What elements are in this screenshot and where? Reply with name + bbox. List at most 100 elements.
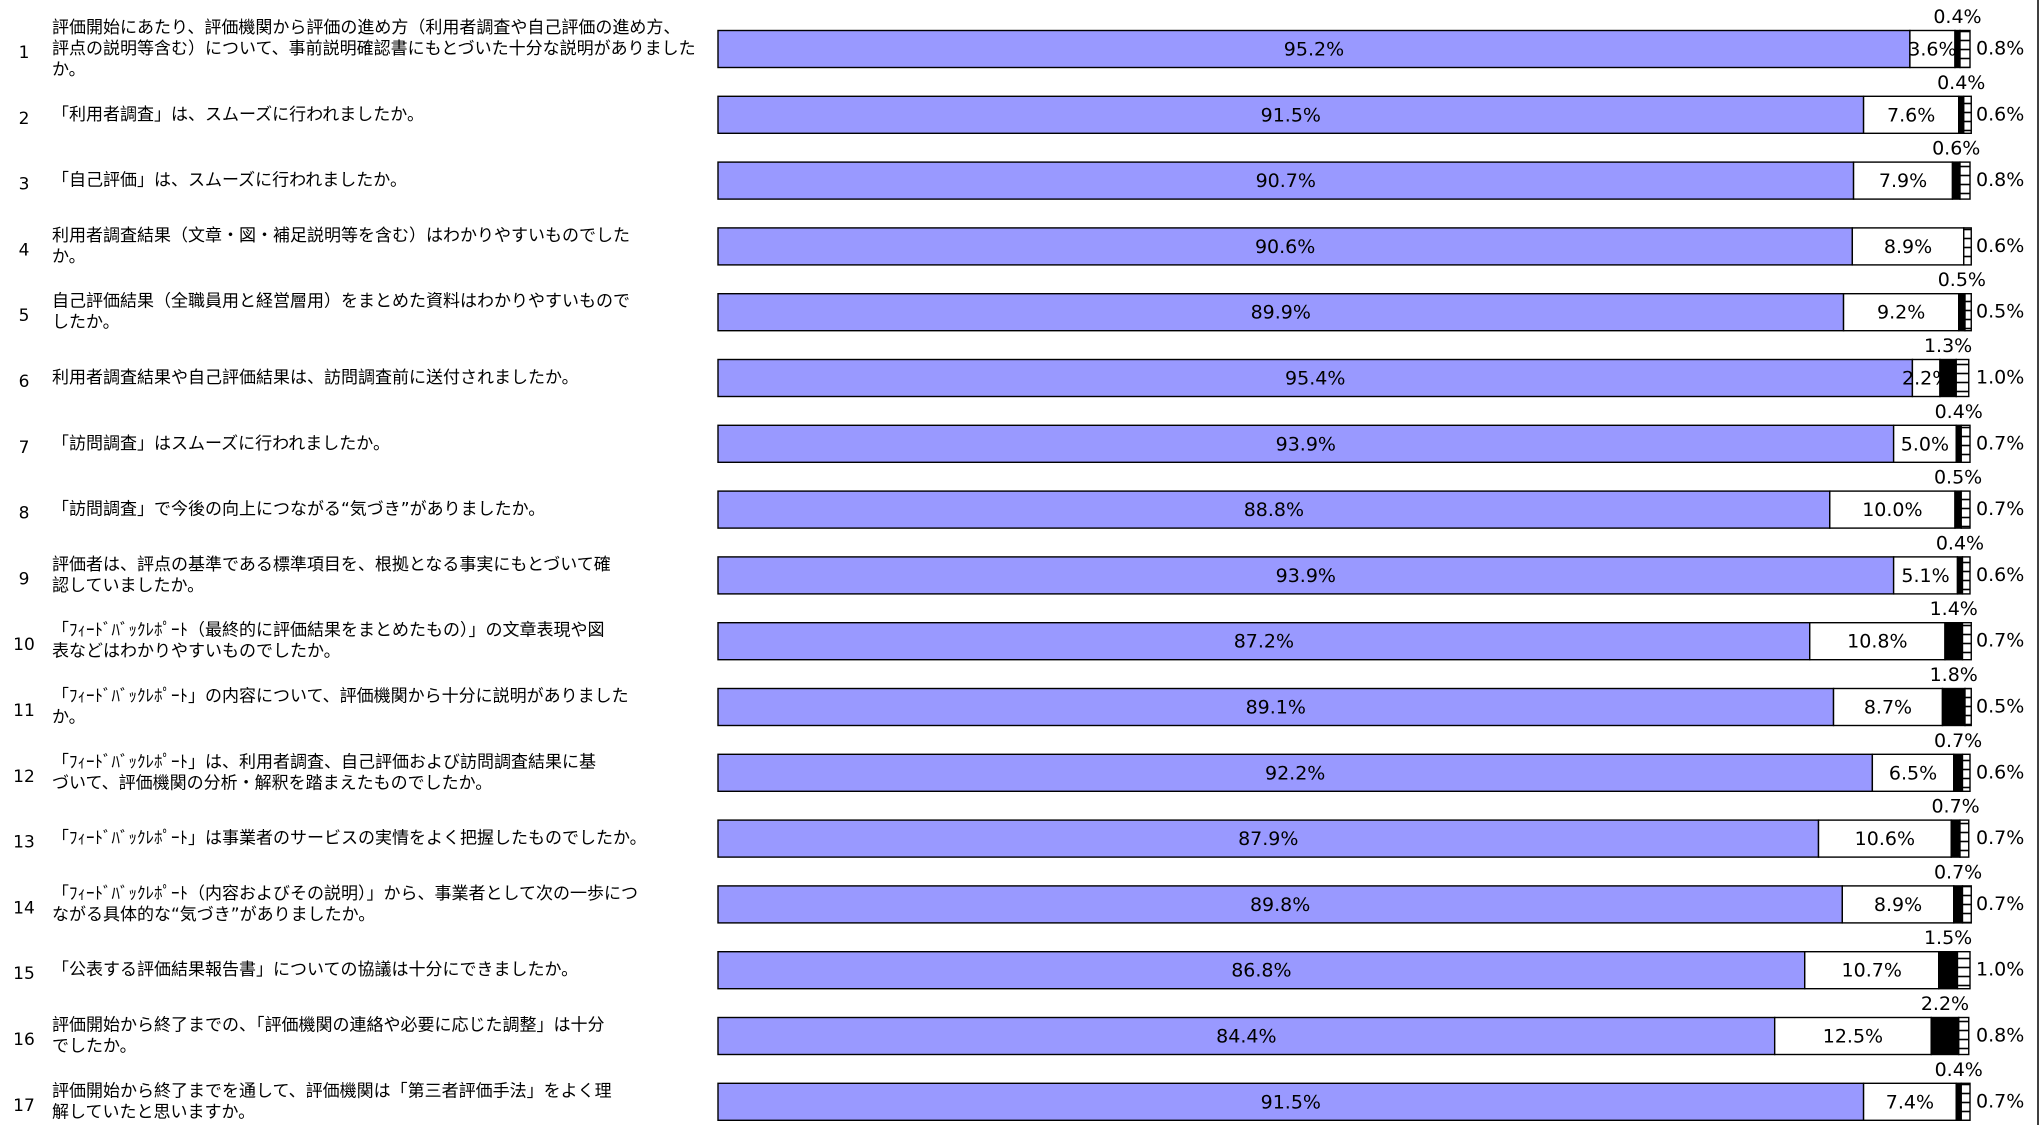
chart-row-17: 17 評価開始から終了までを通して、評価機関は「第三者評価手法」をよく理解していた… [13, 1059, 2024, 1123]
bar-segment-3 [1955, 424, 1962, 463]
question-text-line: 「公表する評価結果報告書」についての協議は十分にできましたか。 [52, 960, 578, 980]
data-label-3: 0.5% [1938, 269, 1986, 291]
bar-segment-1 [717, 622, 1811, 661]
question-text-line: 評価開始から終了までの、「評価機関の連絡や必要に応じた調整」は十分 [52, 1016, 605, 1036]
bar-segment-1 [717, 293, 1845, 332]
chart-row-16: 16 評価開始から終了までの、「評価機関の連絡や必要に応じた調整」は十分でしたか。… [13, 993, 2024, 1057]
question-number: 8 [19, 504, 30, 524]
data-label-3: 0.6% [1932, 138, 1980, 160]
question-number: 12 [13, 767, 35, 787]
data-label-2: 2.2% [1902, 368, 1950, 390]
bar-segment-1 [717, 1082, 1865, 1122]
bar-segment-3 [1958, 95, 1965, 135]
bar-segment-1 [717, 885, 1843, 924]
data-label-4: 0.8% [1976, 1025, 2024, 1047]
chart-rows: 1 評価開始にあたり、評価機関から評価の進め方（利用者調査や自己評価の進め方、評点… [13, 6, 2024, 1122]
data-label-3: 0.4% [1935, 401, 1983, 423]
question-text-line: 「訪問調査」はスムーズに行われましたか。 [52, 434, 390, 454]
chart-row-15: 15 「公表する評価結果報告書」についての協議は十分にできましたか。 86.8% 10… [13, 927, 2024, 990]
bar-segment-3 [1956, 556, 1964, 595]
data-label-3: 1.8% [1930, 664, 1978, 686]
bar-segment-4 [1961, 885, 1972, 924]
question-number: 9 [19, 569, 30, 589]
bar-segment-4 [1960, 490, 1971, 529]
question-text-line: 評価開始にあたり、評価機関から評価の進め方（利用者調査や自己評価の進め方、 [52, 18, 680, 38]
question-text-line: 評価開始から終了までを通して、評価機関は「第三者評価手法」をよく理 [52, 1081, 612, 1101]
data-label-4: 0.6% [1976, 103, 2024, 125]
chart-row-10: 10 「ﾌｨｰﾄﾞﾊﾞｯｸﾚﾎﾟｰﾄ（最終的に評価結果をまとめたもの）」の文章表現… [13, 598, 2024, 662]
data-label-4: 0.7% [1976, 1090, 2024, 1112]
data-label-2: 5.1% [1901, 565, 1949, 587]
data-label-2: 9.2% [1877, 302, 1925, 324]
bar-segment-4 [1959, 819, 1970, 858]
bar-segment-1 [717, 951, 1806, 990]
data-label-1: 89.8% [1250, 894, 1310, 916]
data-label-3: 0.5% [1934, 467, 1982, 489]
data-label-1: 86.8% [1231, 960, 1291, 982]
bar-segment-2 [1909, 29, 1956, 69]
bar-segment-3 [1944, 622, 1964, 661]
data-label-3: 0.4% [1937, 72, 1985, 94]
data-label-4: 1.0% [1976, 367, 2024, 389]
data-label-1: 88.8% [1244, 499, 1304, 521]
question-number: 3 [19, 175, 30, 195]
question-text-line: 「ﾌｨｰﾄﾞﾊﾞｯｸﾚﾎﾟｰﾄ」は、利用者調査、自己評価および訪問調査結果に基 [52, 752, 596, 772]
question-number: 6 [19, 372, 30, 392]
bar-segment-1 [717, 819, 1820, 858]
chart-row-13: 13 「ﾌｨｰﾄﾞﾊﾞｯｸﾚﾎﾟｰﾄ」は事業者のサービスの実情をよく把握したもので… [13, 796, 2024, 858]
data-label-1: 91.5% [1261, 104, 1321, 126]
data-label-4: 1.0% [1976, 959, 2024, 981]
bar-segment-4 [1959, 161, 1971, 200]
question-text-line: 評点の説明等含む）について、事前説明確認書にもとづいた十分な説明がありました [52, 39, 696, 59]
bar-segment-3 [1950, 819, 1961, 858]
question-number: 7 [19, 438, 30, 458]
data-label-2: 10.8% [1847, 631, 1907, 653]
data-label-3: 0.7% [1931, 796, 1979, 818]
question-text-line: 「利用者調査」は、スムーズに行われましたか。 [52, 105, 424, 125]
data-label-2: 10.0% [1862, 499, 1922, 521]
bar-segment-1 [717, 29, 1911, 69]
question-text-line: 評価者は、評点の基準である標準項目を、根拠となる事実にもとづいて確 [52, 555, 611, 575]
data-label-4: 0.7% [1976, 893, 2024, 915]
bar-segment-3 [1955, 1082, 1962, 1122]
bar-segment-4 [1956, 951, 1971, 990]
data-label-2: 8.9% [1874, 894, 1922, 916]
bar-segment-4 [1960, 424, 1971, 463]
question-text-line: 利用者調査結果（文章・図・補足説明等を含む）はわかりやすいものでした [52, 226, 630, 246]
data-label-2: 6.5% [1889, 762, 1937, 784]
data-label-1: 95.2% [1284, 39, 1344, 61]
bar-segment-4 [1961, 622, 1972, 661]
question-text-line: ながる具体的な“気づき”がありましたか。 [52, 905, 375, 925]
question-text-line: か。 [52, 60, 86, 80]
chart-row-6: 6 利用者調査結果や自己評価結果は、訪問調査前に送付されましたか。 95.4% 2.2… [19, 335, 2024, 398]
data-label-1: 89.9% [1251, 302, 1311, 324]
bar-segment-4 [1955, 358, 1970, 398]
data-label-1: 90.6% [1255, 236, 1315, 258]
data-label-2: 10.6% [1855, 828, 1915, 850]
data-label-4: 0.7% [1976, 498, 2024, 520]
question-number: 14 [13, 898, 35, 918]
question-number: 11 [13, 701, 35, 721]
bar-segment-1 [717, 358, 1914, 398]
question-number: 5 [19, 306, 30, 326]
data-label-1: 92.2% [1265, 762, 1325, 784]
data-label-2: 3.6% [1908, 39, 1956, 61]
bar-segment-3 [1958, 293, 1966, 332]
bar-segment-2 [1832, 687, 1944, 727]
bar-segment-1 [717, 1016, 1776, 1056]
bar-segment-1 [717, 161, 1855, 200]
question-text-line: 利用者調査結果や自己評価結果は、訪問調査前に送付されましたか。 [52, 368, 579, 388]
data-label-4: 0.7% [1976, 630, 2024, 652]
bar-segment-2 [1892, 556, 1959, 595]
question-text-line: したか。 [52, 313, 120, 333]
bar-segment-4 [1958, 1016, 1970, 1056]
data-label-2: 5.0% [1901, 433, 1949, 455]
bar-segment-2 [1892, 424, 1957, 463]
question-text-line: 「訪問調査」で今後の向上につながる“気づき”がありましたか。 [52, 500, 545, 520]
data-label-2: 10.7% [1842, 960, 1902, 982]
data-label-3: 0.7% [1934, 730, 1982, 752]
question-number: 16 [13, 1030, 35, 1050]
data-label-2: 7.6% [1887, 104, 1935, 126]
question-text-line: 自己評価結果（全職員用と経営層用）をまとめた資料はわかりやすいもので [52, 292, 630, 312]
